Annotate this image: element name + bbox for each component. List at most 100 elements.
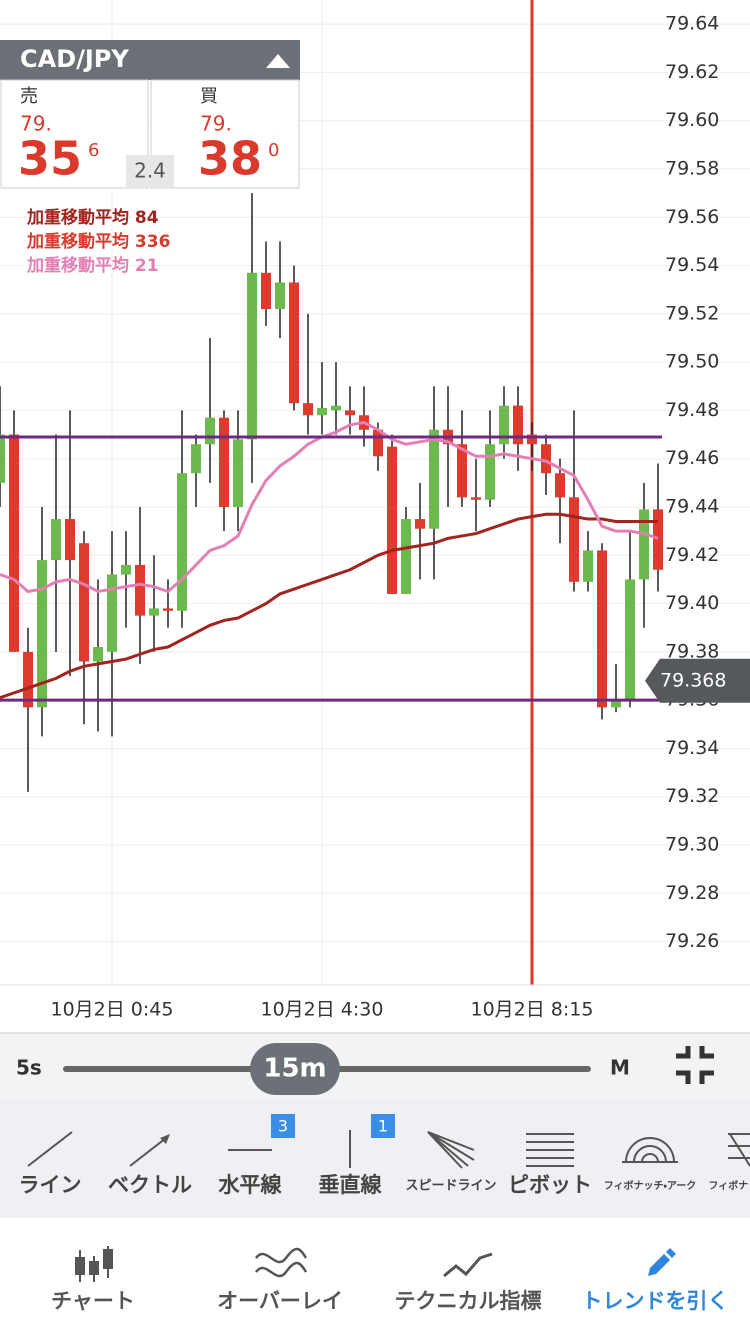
y-tick-label: 79.46: [665, 447, 719, 469]
y-tick-label: 79.28: [665, 882, 719, 904]
y-tick-label: 79.40: [665, 592, 719, 614]
vector-icon: [129, 1137, 167, 1167]
candle-body: [611, 700, 621, 708]
spread: 2.4: [134, 159, 166, 183]
vector-head: [160, 1134, 170, 1144]
y-tick-label: 79.64: [665, 13, 719, 35]
tool-label[interactable]: 水平線: [218, 1173, 283, 1197]
candle-body: [275, 282, 285, 310]
candle-body: [387, 446, 397, 594]
candle-body: [149, 608, 159, 616]
candle-body: [401, 519, 411, 594]
tab-label[interactable]: チャート: [51, 1289, 135, 1313]
y-tick-label: 79.56: [665, 206, 719, 228]
ticker-panel[interactable]: CAD/JPY 売 79. 35 6 2.4 買 79. 38 0: [0, 40, 300, 189]
candle-body: [345, 410, 355, 416]
candle-body: [499, 405, 509, 445]
chart-tab-icon: [75, 1246, 113, 1282]
candle-body: [191, 444, 201, 474]
legend-entry: 加重移動平均 84: [26, 207, 159, 228]
y-tick-label: 79.54: [665, 254, 719, 276]
candle-body: [219, 417, 229, 507]
tab-label[interactable]: トレンドを引く: [582, 1289, 729, 1313]
buy-box[interactable]: [150, 79, 300, 189]
y-tick-label: 79.38: [665, 640, 719, 662]
y-tick-label: 79.62: [665, 61, 719, 83]
tool-label[interactable]: ベクトル: [108, 1173, 192, 1197]
tool-badge-count: 1: [378, 1117, 388, 1136]
candle-body: [471, 497, 481, 500]
pivot-icon: [526, 1133, 574, 1167]
tab-label[interactable]: オーバーレイ: [217, 1289, 343, 1313]
collapse-arrow[interactable]: [266, 54, 290, 68]
x-axis-area: [0, 985, 750, 1033]
y-tick-label: 79.58: [665, 157, 719, 179]
y-tick-label: 79.52: [665, 302, 719, 324]
tool-label[interactable]: スピードライン: [405, 1179, 496, 1194]
tool-icons: [27, 1130, 750, 1169]
candle-body: [527, 434, 537, 445]
candle-body: [555, 473, 565, 498]
ticker-header: [0, 40, 300, 80]
x-tick-label: 10月2日 4:30: [261, 999, 384, 1021]
fib-fan-icon: [728, 1133, 750, 1167]
candle-body: [23, 651, 33, 708]
candle-body: [415, 519, 425, 529]
tool-label[interactable]: フィボナッチ・: [708, 1179, 750, 1192]
candle-body: [121, 564, 131, 575]
candle-body: [51, 519, 61, 561]
candle-body: [247, 272, 257, 440]
y-tick-label: 79.26: [665, 930, 719, 952]
y-tick-label: 79.42: [665, 544, 719, 566]
sell-box[interactable]: [0, 79, 149, 189]
collapse-icon[interactable]: [676, 1046, 714, 1084]
candle-body: [513, 405, 523, 445]
plot: [0, 0, 750, 985]
sell-big-figure: 79.: [20, 112, 52, 136]
candle-body: [457, 444, 467, 498]
timeframe-min[interactable]: 5s: [16, 1056, 42, 1080]
tools: ライン ベクトル 水平線 3 垂直線 1 スピードライン ピボット フィボナッチ・アーク フィボナ…: [19, 1114, 750, 1197]
candle-body: [331, 405, 341, 411]
legend-entry: 加重移動平均 336: [26, 231, 170, 252]
candle-body: [93, 647, 103, 662]
buy-pips: 38: [198, 132, 262, 186]
candle-body: [135, 564, 145, 616]
candle-body: [0, 434, 5, 483]
tool-label[interactable]: ピボット: [508, 1173, 592, 1197]
timeframe-max[interactable]: M: [610, 1056, 630, 1080]
tool-badge: [271, 1114, 295, 1138]
y-tick-label: 79.50: [665, 351, 719, 373]
candle-body: [583, 550, 593, 582]
y-tick-label: 79.44: [665, 495, 719, 517]
tool-badge: [371, 1114, 395, 1138]
y-tick-label: 79.60: [665, 109, 719, 131]
tab-icons: [75, 1246, 676, 1282]
candle-body: [107, 574, 117, 652]
tab-label[interactable]: テクニカル指標: [395, 1289, 542, 1313]
x-tick-label: 10月2日 0:45: [51, 999, 174, 1021]
candle-body: [625, 579, 635, 701]
tool-badge-count: 3: [278, 1117, 288, 1136]
candle-body: [317, 408, 327, 416]
moving-average-line: [0, 420, 659, 594]
candle-body: [9, 434, 19, 652]
tool-label[interactable]: ライン: [19, 1173, 82, 1197]
buy-fraction: 0: [268, 140, 279, 161]
pair: CAD/JPY: [20, 45, 129, 73]
tool-label[interactable]: フィボナッチ・アーク: [604, 1179, 697, 1192]
legend-entry: 加重移動平均 21: [26, 255, 159, 276]
trend-tab-icon: [648, 1248, 676, 1276]
slider-knob[interactable]: [250, 1043, 340, 1095]
candle-body: [289, 282, 299, 404]
candle-body: [597, 550, 607, 708]
candle-body: [485, 444, 495, 500]
line-icon: [27, 1131, 73, 1167]
candle-body: [261, 272, 271, 310]
candle-body: [373, 429, 383, 457]
candle-body: [37, 560, 47, 708]
candle-body: [79, 543, 89, 662]
tool-label[interactable]: 垂直線: [319, 1173, 383, 1197]
price-marker-label: 79.368: [660, 669, 726, 691]
